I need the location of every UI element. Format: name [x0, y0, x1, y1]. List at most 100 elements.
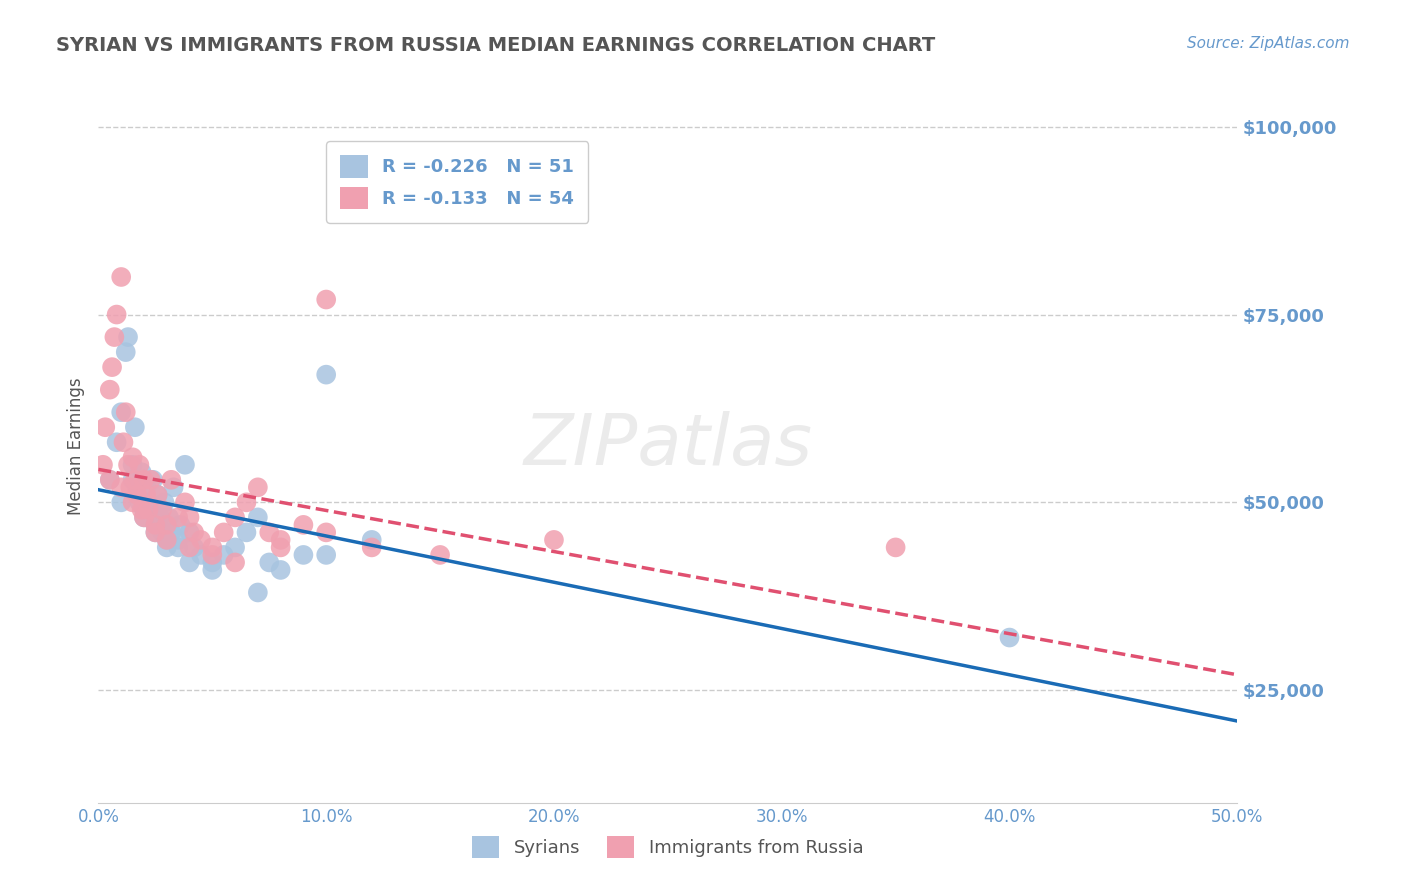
Point: [121, 495, 143, 509]
Point: [124, 420, 146, 434]
Point: [156, 541, 179, 555]
Legend: Syrians, Immigrants from Russia: Syrians, Immigrants from Russia: [465, 829, 870, 865]
Point: [127, 488, 149, 502]
Text: SYRIAN VS IMMIGRANTS FROM RUSSIA MEDIAN EARNINGS CORRELATION CHART: SYRIAN VS IMMIGRANTS FROM RUSSIA MEDIAN …: [56, 36, 935, 54]
Point: [121, 473, 143, 487]
Point: [201, 548, 224, 562]
Point: [246, 480, 269, 494]
Point: [153, 495, 176, 509]
Point: [138, 503, 160, 517]
Point: [91, 458, 114, 472]
Point: [149, 510, 172, 524]
Point: [131, 503, 153, 517]
Point: [117, 330, 139, 344]
Point: [145, 525, 167, 540]
Point: [150, 525, 173, 540]
Point: [94, 420, 117, 434]
Point: [135, 480, 157, 494]
Point: [183, 525, 205, 540]
Point: [174, 458, 197, 472]
Y-axis label: Median Earnings: Median Earnings: [66, 377, 84, 515]
Point: [292, 517, 315, 532]
Point: [360, 541, 382, 555]
Point: [132, 510, 155, 524]
Point: [139, 473, 162, 487]
Point: [98, 383, 121, 397]
Point: [110, 495, 132, 509]
Point: [98, 473, 121, 487]
Point: [124, 473, 146, 487]
Point: [998, 631, 1021, 645]
Point: [212, 525, 235, 540]
Point: [162, 480, 184, 494]
Point: [360, 533, 382, 547]
Point: [183, 541, 205, 555]
Point: [169, 517, 191, 532]
Point: [259, 556, 281, 570]
Point: [110, 270, 132, 285]
Point: [135, 488, 157, 502]
Point: [270, 533, 292, 547]
Point: [156, 533, 179, 547]
Point: [179, 510, 201, 524]
Point: [121, 458, 143, 472]
Point: [224, 510, 246, 524]
Point: [190, 533, 212, 547]
Point: [105, 308, 128, 322]
Point: [292, 548, 315, 562]
Point: [160, 473, 183, 487]
Point: [105, 435, 128, 450]
Point: [128, 458, 150, 472]
Point: [157, 510, 180, 524]
Point: [139, 503, 162, 517]
Point: [179, 556, 201, 570]
Point: [145, 517, 167, 532]
Point: [270, 541, 292, 555]
Point: [201, 556, 224, 570]
Point: [201, 563, 224, 577]
Point: [117, 458, 139, 472]
Point: [167, 510, 190, 524]
Point: [114, 405, 136, 419]
Point: [121, 450, 143, 465]
Point: [110, 480, 132, 494]
Point: [160, 525, 183, 540]
Point: [110, 405, 132, 419]
Point: [146, 488, 169, 502]
Point: [235, 495, 257, 509]
Point: [224, 556, 246, 570]
Point: [246, 510, 269, 524]
Point: [156, 517, 179, 532]
Point: [128, 495, 150, 509]
Point: [150, 503, 173, 517]
Point: [315, 548, 337, 562]
Text: ZIPatlas: ZIPatlas: [523, 411, 813, 481]
Point: [145, 517, 167, 532]
Point: [132, 473, 155, 487]
Point: [174, 495, 197, 509]
Point: [167, 533, 190, 547]
Point: [142, 473, 165, 487]
Point: [103, 330, 125, 344]
Point: [146, 488, 169, 502]
Point: [315, 293, 337, 307]
Point: [131, 465, 153, 479]
Point: [190, 548, 212, 562]
Point: [224, 541, 246, 555]
Point: [98, 473, 121, 487]
Point: [315, 525, 337, 540]
Point: [112, 435, 135, 450]
Point: [235, 525, 257, 540]
Point: [543, 533, 565, 547]
Point: [315, 368, 337, 382]
Point: [132, 510, 155, 524]
Point: [179, 525, 201, 540]
Point: [145, 525, 167, 540]
Point: [179, 541, 201, 555]
Point: [156, 533, 179, 547]
Point: [132, 503, 155, 517]
Point: [212, 548, 235, 562]
Point: [114, 345, 136, 359]
Point: [201, 541, 224, 555]
Point: [127, 480, 149, 494]
